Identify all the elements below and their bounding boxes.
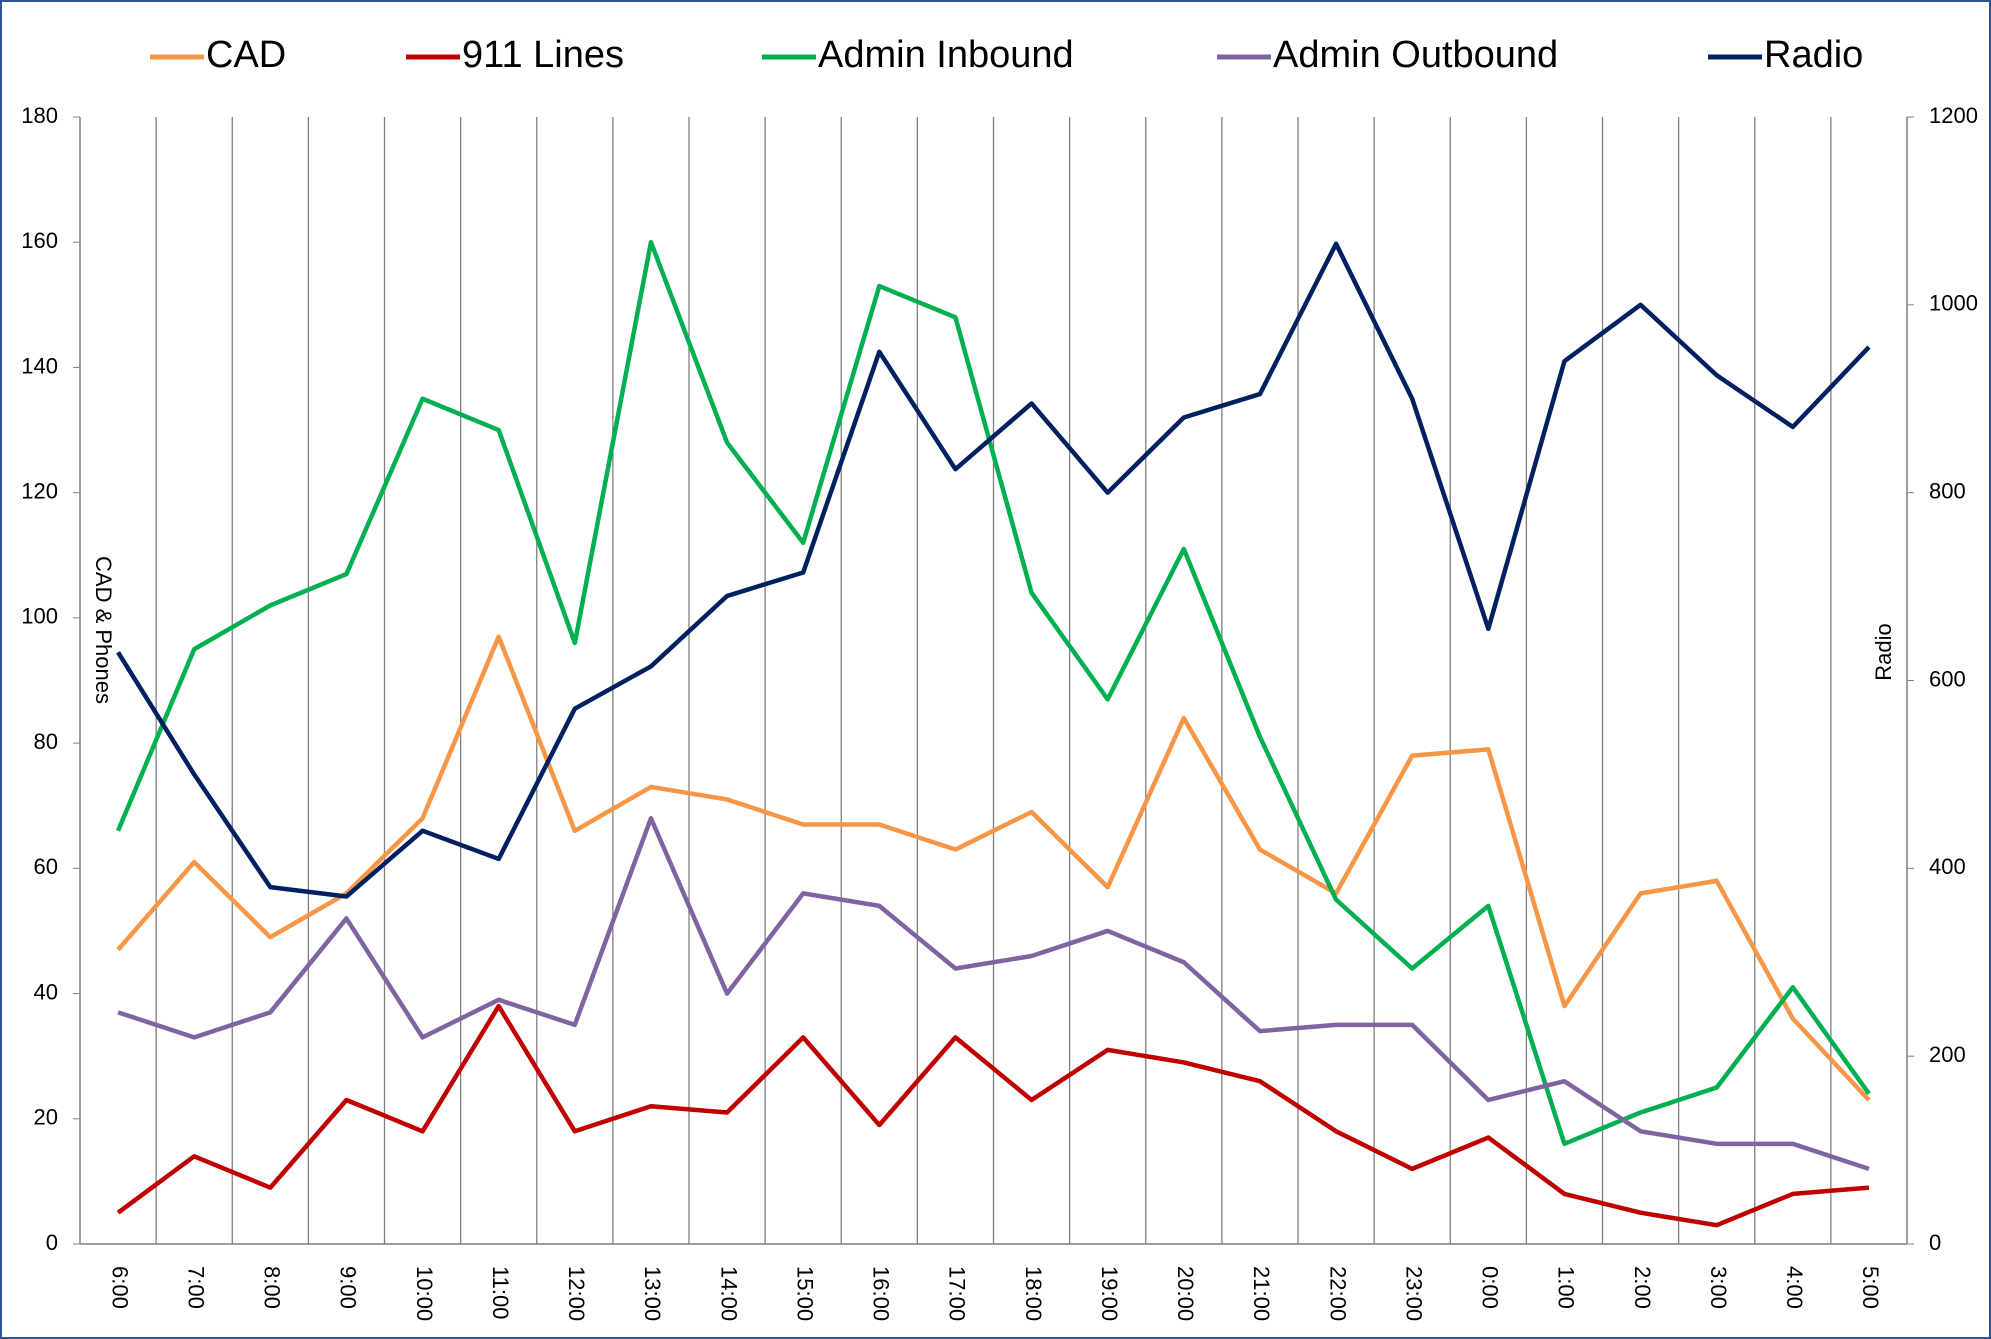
x-tick-label: 19:00: [1097, 1266, 1122, 1321]
y-tick-label: 160: [21, 228, 58, 253]
x-tick-label: 13:00: [640, 1266, 665, 1321]
x-tick-label: 10:00: [412, 1266, 437, 1321]
x-tick-label: 1:00: [1554, 1266, 1579, 1309]
x-tick-label: 22:00: [1325, 1266, 1350, 1321]
x-tick-label: 16:00: [869, 1266, 894, 1321]
y-tick-label: 40: [34, 979, 58, 1004]
y2-tick-label: 200: [1929, 1042, 1966, 1067]
x-tick-label: 7:00: [183, 1266, 208, 1309]
x-tick-label: 11:00: [488, 1266, 513, 1319]
x-tick-label: 23:00: [1401, 1266, 1426, 1321]
x-tick-label: 20:00: [1173, 1266, 1198, 1321]
x-tick-label: 14:00: [716, 1266, 741, 1321]
y-tick-label: 120: [21, 478, 58, 503]
x-tick-label: 3:00: [1706, 1266, 1731, 1309]
legend-label: 911 Lines: [462, 34, 624, 76]
y2-tick-label: 800: [1929, 478, 1966, 503]
y-tick-label: 140: [21, 353, 58, 378]
y-tick-label: 80: [34, 729, 58, 754]
y2-axis-title: Radio: [1871, 623, 1896, 680]
y-tick-label: 60: [34, 854, 58, 879]
y-tick-label: 20: [34, 1105, 58, 1130]
legend-label: CAD: [206, 34, 286, 76]
y2-tick-label: 0: [1929, 1230, 1941, 1255]
x-tick-label: 21:00: [1249, 1266, 1274, 1321]
legend-label: Radio: [1764, 34, 1863, 76]
chart: 0 20 40 60 80 100 120 140 160 180 0 200 400 600 800 100…: [0, 0, 1991, 1339]
x-tick-label: 5:00: [1858, 1266, 1883, 1309]
legend-label: Admin Inbound: [818, 34, 1074, 76]
y2-tick-label: 400: [1929, 854, 1966, 879]
x-tick-label: 17:00: [945, 1266, 970, 1321]
x-tick-label: 18:00: [1021, 1266, 1046, 1321]
y2-tick-label: 600: [1929, 666, 1966, 691]
x-tick-label: 4:00: [1782, 1266, 1807, 1309]
x-tick-label: 12:00: [564, 1266, 589, 1321]
y-tick-label: 0: [46, 1230, 58, 1255]
legend-label: Admin Outbound: [1273, 34, 1558, 76]
x-tick-label: 9:00: [336, 1266, 361, 1309]
x-tick-label: 2:00: [1630, 1266, 1655, 1309]
y-tick-label: 100: [21, 604, 58, 629]
x-tick-label: 6:00: [107, 1266, 132, 1309]
y-tick-label: 180: [21, 103, 58, 128]
x-tick-label: 15:00: [792, 1266, 817, 1321]
x-tick-label: 0:00: [1478, 1266, 1503, 1309]
y2-tick-label: 1000: [1929, 291, 1978, 316]
y2-tick-label: 1200: [1929, 103, 1978, 128]
y-axis-title: CAD & Phones: [91, 556, 116, 704]
x-tick-label: 8:00: [260, 1266, 285, 1309]
